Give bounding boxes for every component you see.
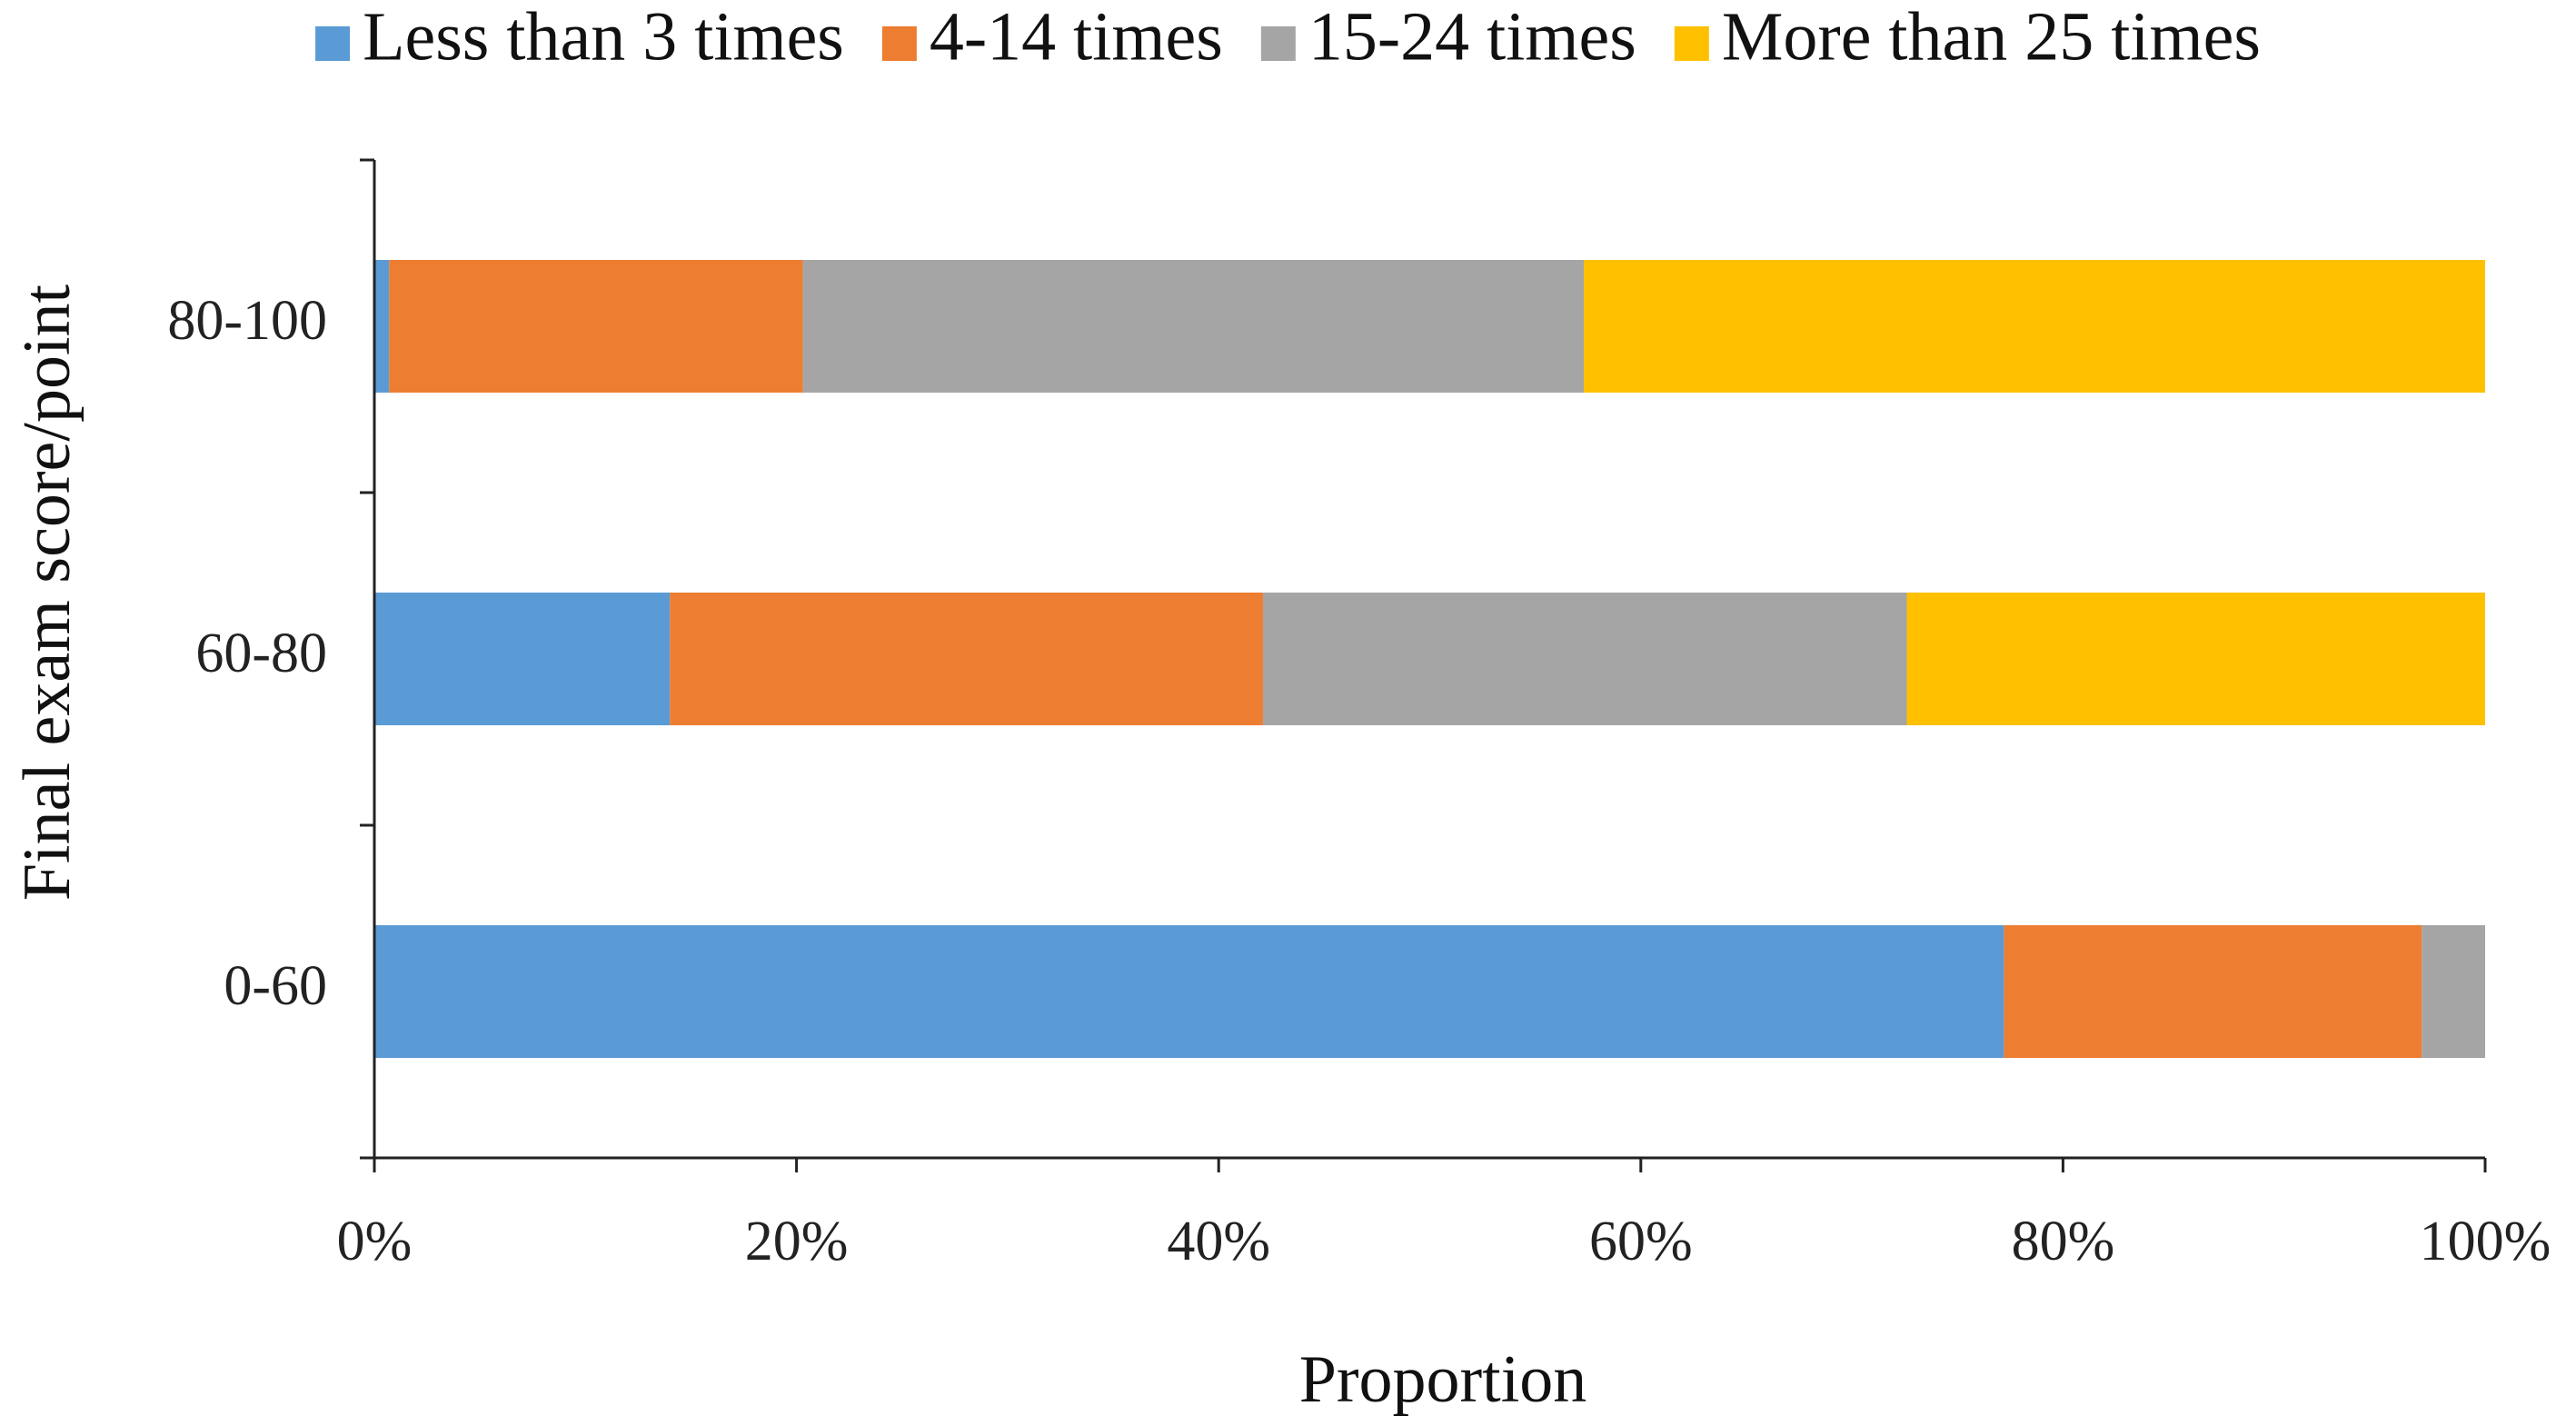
- axes: [360, 158, 2487, 1172]
- bar-segment-60-80-series-4: [1906, 593, 2485, 725]
- y-tick-label: 0-60: [224, 955, 327, 1017]
- bar-segment-80-100-series-1: [374, 260, 390, 393]
- legend-item-2: 4-14 times: [881, 0, 1223, 75]
- legend: Less than 3 times 4-14 times 15-24 times Mo…: [315, 0, 2261, 75]
- legend-label: 15-24 times: [1308, 0, 1636, 75]
- legend-swatch: [1260, 26, 1296, 61]
- bar-segment-80-100-series-4: [1584, 260, 2485, 393]
- x-tick-label: 60%: [1589, 1211, 1693, 1272]
- bar-segment-60-80-series-2: [670, 593, 1263, 725]
- bar-segment-60-80-series-1: [374, 593, 671, 725]
- x-tick-label: 20%: [745, 1211, 849, 1272]
- legend-item-3: 15-24 times: [1260, 0, 1636, 75]
- y-axis-title: Final exam score/point: [10, 284, 85, 901]
- x-tick-label: 40%: [1167, 1211, 1270, 1272]
- bars: [374, 260, 2485, 1058]
- y-tick-label: 80-100: [167, 290, 327, 352]
- x-tick-label: 80%: [2012, 1211, 2115, 1272]
- bar-segment-0-60-series-1: [374, 925, 2004, 1058]
- legend-label: Less than 3 times: [363, 0, 844, 75]
- legend-label: 4-14 times: [930, 0, 1223, 75]
- legend-item-1: Less than 3 times: [315, 0, 844, 75]
- bar-segment-0-60-series-3: [2422, 925, 2485, 1058]
- y-tick-label: 60-80: [195, 623, 327, 684]
- tick-labels: 0% 20% 40% 60% 80% 100% 80-100 60-80 0-60: [167, 290, 2551, 1272]
- bar-segment-80-100-series-2: [389, 260, 803, 393]
- legend-swatch: [881, 26, 917, 61]
- bar-segment-80-100-series-3: [802, 260, 1585, 393]
- legend-label: More than 25 times: [1722, 0, 2261, 75]
- bar-segment-60-80-series-3: [1262, 593, 1907, 725]
- legend-item-4: More than 25 times: [1674, 0, 2261, 75]
- x-tick-label: 100%: [2420, 1211, 2551, 1272]
- legend-swatch: [315, 26, 351, 61]
- legend-swatch: [1674, 26, 1709, 61]
- bar-segment-0-60-series-2: [2004, 925, 2422, 1058]
- x-tick-label: 0%: [337, 1211, 413, 1272]
- x-axis-title: Proportion: [1299, 1342, 1587, 1417]
